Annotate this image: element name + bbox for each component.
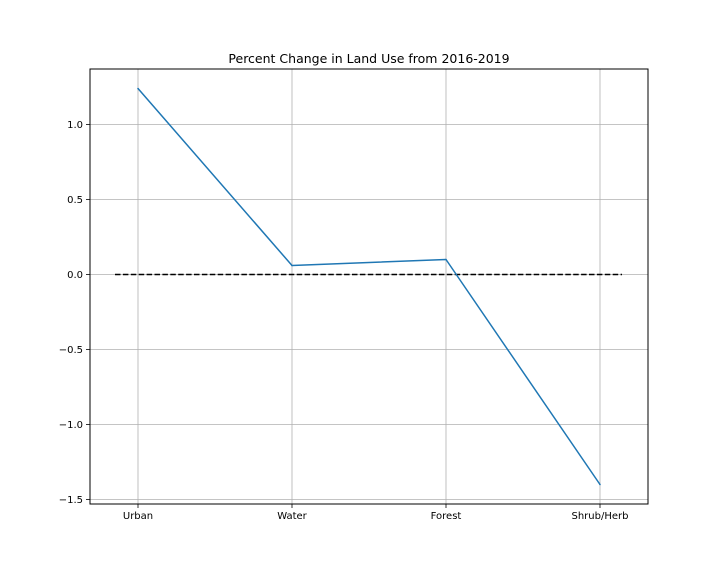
y-axis: −1.5 −1.0 −0.5 0.0 0.5 1.0 — [59, 120, 90, 506]
series-line — [137, 88, 601, 485]
x-tick-label: Shrub/Herb — [572, 511, 629, 522]
series-layer — [137, 87, 601, 486]
x-tick-label: Urban — [123, 511, 153, 522]
y-tick-label: −1.0 — [59, 420, 83, 431]
data-point — [137, 87, 139, 90]
data-point — [445, 258, 447, 261]
y-tick-label: 0.5 — [67, 195, 83, 206]
x-tick-label: Forest — [431, 511, 462, 522]
x-tick-label: Water — [277, 511, 307, 522]
y-tick-label: 1.0 — [67, 120, 83, 131]
grid — [90, 69, 648, 504]
y-tick-label: −0.5 — [59, 345, 83, 356]
plot-frame — [89, 68, 649, 505]
x-axis: Urban Water Forest Shrub/Herb — [123, 504, 629, 522]
chart-title: Percent Change in Land Use from 2016-201… — [228, 51, 509, 66]
y-tick-label: −1.5 — [59, 495, 83, 506]
data-point — [599, 483, 601, 486]
data-point — [291, 264, 293, 267]
y-tick-label: 0.0 — [67, 270, 83, 281]
